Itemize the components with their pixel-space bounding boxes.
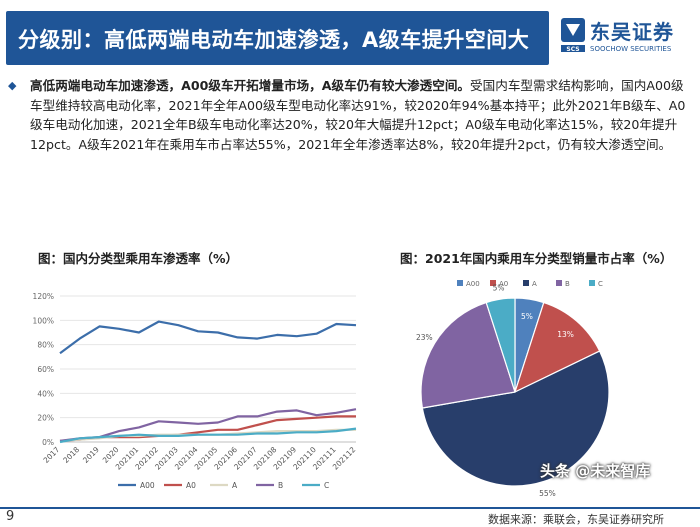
legend-label-b: B xyxy=(278,481,283,490)
y-tick-label: 20% xyxy=(37,414,54,423)
legend-swatch-a00 xyxy=(457,280,463,286)
title-bar: 分级别：高低两端电动车加速渗透，A级车提升空间大 xyxy=(6,11,549,65)
pie-slice-b xyxy=(420,301,516,409)
pie-slice-a xyxy=(421,350,610,487)
legend-label-a0: A0 xyxy=(499,280,508,288)
legend-swatch-a xyxy=(523,280,529,286)
legend-label-a: A xyxy=(232,481,238,490)
header: 分级别：高低两端电动车加速渗透，A级车提升空间大 SCS 东吴证券 SOOCHO… xyxy=(0,0,700,76)
series-line-a00 xyxy=(59,320,357,355)
pie-slice-a0 xyxy=(513,301,601,394)
line-chart-title: 图：国内分类型乘用车渗透率（%） xyxy=(38,251,239,266)
slice-label-a0: 13% xyxy=(557,330,574,339)
page-title: 分级别：高低两端电动车加速渗透，A级车提升空间大 xyxy=(18,28,530,52)
logo-en-text: SOOCHOW SECURITIES xyxy=(590,45,672,53)
x-tick-label: 2017 xyxy=(42,445,62,465)
watermark: 头条 @未来智库 xyxy=(540,462,651,480)
legend-label-a0: A0 xyxy=(186,481,196,490)
y-tick-label: 60% xyxy=(37,365,54,374)
y-tick-label: 80% xyxy=(37,341,54,350)
data-source: 数据来源：乘联会，东吴证券研究所 xyxy=(488,513,664,526)
slice-label-c: 5% xyxy=(493,283,505,292)
x-tick-label: 2018 xyxy=(61,445,81,465)
svg-text:SCS: SCS xyxy=(566,46,579,53)
bullet-diamond-icon: ◆ xyxy=(8,79,17,92)
bullet-body: 受国内车型需求结构影响，国内A00级车型维持较高电动化率，2021年全年A00级… xyxy=(30,78,686,152)
logo-mark-icon: SCS xyxy=(561,18,585,53)
slice-label-a00: 5% xyxy=(521,312,533,321)
line-chart: 0%20%40%60%80%100%120%2017 2018 2019 202020… xyxy=(33,292,358,490)
pie-slice-c xyxy=(485,297,516,393)
logo-cn-text: 东吴证券 xyxy=(590,20,674,44)
page-number: 9 xyxy=(6,509,15,524)
slice-label-a: 55% xyxy=(539,489,556,498)
legend-swatch-b xyxy=(556,280,562,286)
x-tick-label: 2019 xyxy=(81,445,101,465)
footer-divider xyxy=(0,507,700,509)
slice-label-b: 23% xyxy=(416,333,433,342)
legend-swatch-a0 xyxy=(490,280,496,286)
legend-label-b: B xyxy=(565,280,570,288)
legend-label-a00: A00 xyxy=(466,280,480,288)
legend-label-a: A xyxy=(532,280,537,288)
y-tick-label: 120% xyxy=(33,292,54,301)
y-tick-label: 100% xyxy=(33,316,54,325)
pie-chart-title: 图：2021年国内乘用车分类型销量市占率（%） xyxy=(400,251,673,266)
legend-swatch-c xyxy=(589,280,595,286)
series-line-c xyxy=(59,427,357,444)
bullet-paragraph: 高低两端电动车加速渗透，A00级车开拓增量市场，A级车仍有较大渗透空间。受国内车… xyxy=(30,76,695,154)
legend-label-c: C xyxy=(324,481,329,490)
y-tick-label: 0% xyxy=(42,438,54,447)
series-line-b xyxy=(59,408,357,442)
pie-chart: A00 A0 A B C 5% 13% 55% 23% 5% xyxy=(416,280,610,498)
brand-logo: SCS 东吴证券 SOOCHOW SECURITIES xyxy=(560,14,690,60)
y-tick-label: 40% xyxy=(37,389,54,398)
bullet-bold: 高低两端电动车加速渗透，A00级车开拓增量市场，A级车仍有较大渗透空间。 xyxy=(30,78,471,93)
legend-label-c: C xyxy=(598,280,603,288)
legend-label-a00: A00 xyxy=(140,481,155,490)
